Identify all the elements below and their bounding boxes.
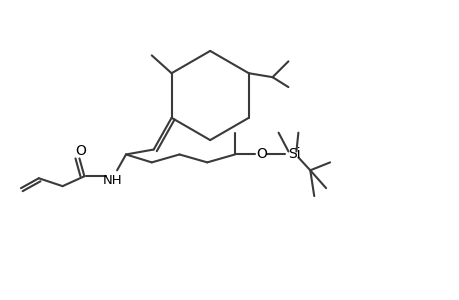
Text: Si: Si xyxy=(287,148,300,161)
Text: O: O xyxy=(256,148,267,161)
Text: NH: NH xyxy=(102,174,122,187)
Text: O: O xyxy=(75,145,86,158)
